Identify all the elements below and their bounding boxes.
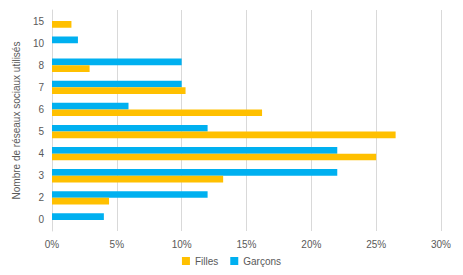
svg-text:20%: 20% bbox=[301, 239, 321, 250]
svg-text:15%: 15% bbox=[236, 239, 256, 250]
svg-text:2: 2 bbox=[38, 192, 44, 203]
svg-text:Nombre de réseaux sociaux util: Nombre de réseaux sociaux utilisés bbox=[11, 42, 22, 200]
svg-text:5: 5 bbox=[38, 126, 44, 137]
svg-text:0: 0 bbox=[38, 214, 44, 225]
svg-text:Filles: Filles bbox=[195, 256, 218, 267]
svg-text:4: 4 bbox=[38, 148, 44, 159]
svg-text:Garçons: Garçons bbox=[243, 256, 281, 267]
svg-text:0%: 0% bbox=[45, 239, 60, 250]
svg-text:10: 10 bbox=[33, 38, 45, 49]
svg-text:5%: 5% bbox=[110, 239, 125, 250]
svg-text:3: 3 bbox=[38, 170, 44, 181]
svg-text:6: 6 bbox=[38, 104, 44, 115]
svg-text:30%: 30% bbox=[431, 239, 451, 250]
svg-text:7: 7 bbox=[38, 82, 44, 93]
svg-text:10%: 10% bbox=[172, 239, 192, 250]
svg-text:8: 8 bbox=[38, 60, 44, 71]
svg-text:15: 15 bbox=[33, 16, 45, 27]
svg-text:25%: 25% bbox=[366, 239, 386, 250]
